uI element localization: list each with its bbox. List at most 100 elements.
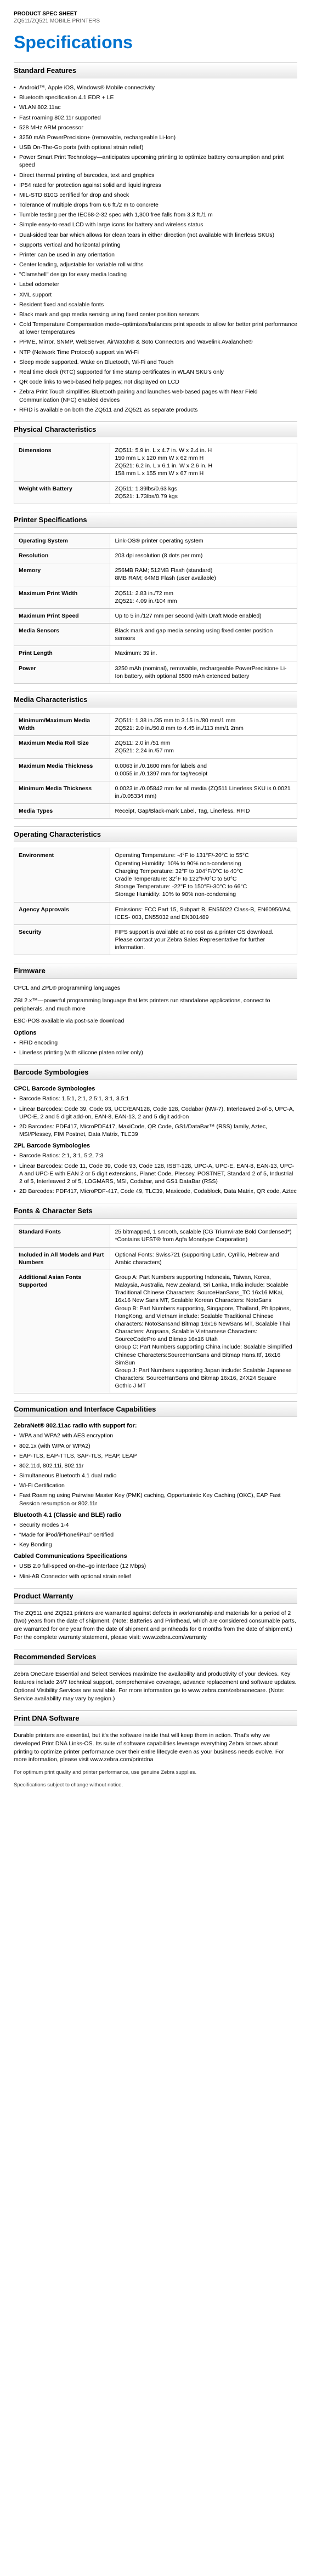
list-item: 528 MHz ARM processor	[14, 124, 297, 132]
zebranet-subtitle: ZebraNet® 802.11ac radio with support fo…	[14, 1423, 297, 1429]
table-cell-value: ZQ511: 5.9 in. L x 4.7 in. W x 2.4 in. H…	[110, 443, 297, 481]
table-cell-value: Up to 5 in./127 mm per second (with Draf…	[110, 608, 297, 623]
list-item: Linear Barcodes: Code 39, Code 93, UCC/E…	[14, 1105, 297, 1121]
list-item: Fast Roaming using Pairwise Master Key (…	[14, 1492, 297, 1507]
section-physical: Physical Characteristics	[14, 421, 297, 437]
section-media: Media Characteristics	[14, 692, 297, 707]
list-item: Android™, Apple iOS, Windows® Mobile con…	[14, 84, 297, 92]
table-row: Minimum/Maximum Media WidthZQ511: 1.38 i…	[14, 713, 297, 735]
list-item: Bluetooth specification 4.1 EDR + LE	[14, 94, 297, 101]
table-cell-label: Maximum Print Width	[14, 586, 110, 608]
table-row: Included in All Models and Part NumbersO…	[14, 1247, 297, 1270]
list-item: Fast roaming 802.11r supported	[14, 114, 297, 122]
table-cell-value: Emissions: FCC Part 15, Subpart B, EN550…	[110, 902, 297, 924]
page-title: Specifications	[14, 32, 297, 53]
table-row: Print LengthMaximum: 39 in.	[14, 646, 297, 661]
table-cell-value: ZQ511: 1.38 in./35 mm to 3.15 in./80 mm/…	[110, 713, 297, 735]
list-item: Resident fixed and scalable fonts	[14, 301, 297, 309]
list-item: Security modes 1-4	[14, 1521, 297, 1529]
table-cell-label: Media Sensors	[14, 624, 110, 646]
table-cell-label: Included in All Models and Part Numbers	[14, 1247, 110, 1270]
list-item: 2D Barcodes: PDF417, MicroPDF417, MaxiCo…	[14, 1123, 297, 1138]
list-item: XML support	[14, 291, 297, 299]
firmware-para3: ESC-POS available via post-sale download	[14, 1017, 297, 1025]
operating-table: EnvironmentOperating Temperature: -4°F t…	[14, 848, 297, 955]
table-cell-value: Optional Fonts: Swiss721 (supporting Lat…	[110, 1247, 297, 1270]
section-firmware: Firmware	[14, 963, 297, 979]
table-cell-value: 25 bitmapped, 1 smooth, scalable (CG Tri…	[110, 1225, 297, 1247]
list-item: Zebra Print Touch simplifies Bluetooth p…	[14, 388, 297, 403]
table-row: Weight with BatteryZQ511: 1.39lbs/0.63 k…	[14, 481, 297, 504]
list-item: Mini-AB Connector with optional strain r…	[14, 1573, 297, 1580]
table-row: Maximum Media Thickness0.0063 in./0.1600…	[14, 758, 297, 781]
zebranet-list: WPA and WPA2 with AES encryption802.1x (…	[14, 1432, 297, 1507]
list-item: Power Smart Print Technology—anticipates…	[14, 153, 297, 169]
cpcl-subtitle: CPCL Barcode Symbologies	[14, 1086, 297, 1092]
table-row: Maximum Print WidthZQ511: 2.83 in./72 mm…	[14, 586, 297, 608]
table-cell-value: ZQ511: 1.39lbs/0.63 kgs ZQ521: 1.73lbs/0…	[110, 481, 297, 504]
bt-subtitle: Bluetooth 4.1 (Classic and BLE) radio	[14, 1512, 297, 1518]
table-row: SecurityFIPS support is available at no …	[14, 924, 297, 955]
list-item: IP54 rated for protection against solid …	[14, 181, 297, 189]
table-row: Media SensorsBlack mark and gap media se…	[14, 624, 297, 646]
list-item: WPA and WPA2 with AES encryption	[14, 1432, 297, 1440]
firmware-para2: ZBI 2.x™—powerful programming language t…	[14, 997, 297, 1013]
list-item: Key Bonding	[14, 1541, 297, 1549]
product-line: ZQ511/ZQ521 MOBILE PRINTERS	[14, 18, 297, 24]
media-table: Minimum/Maximum Media WidthZQ511: 1.38 i…	[14, 713, 297, 819]
cabled-subtitle: Cabled Communications Specifications	[14, 1553, 297, 1560]
cpcl-list: Barcode Ratios: 1.5:1, 2:1, 2.5:1, 3:1, …	[14, 1095, 297, 1138]
list-item: USB 2.0 full-speed on-the–go interface (…	[14, 1562, 297, 1570]
table-cell-value: ZQ511: 2.83 in./72 mm ZQ521: 4.09 in./10…	[110, 586, 297, 608]
table-cell-value: 3250 mAh (nominal), removable, rechargea…	[110, 661, 297, 683]
table-row: EnvironmentOperating Temperature: -4°F t…	[14, 848, 297, 902]
table-row: Operating SystemLink-OS® printer operati…	[14, 533, 297, 548]
list-item: "Made for iPod/iPhone/iPad" certified	[14, 1531, 297, 1539]
list-item: Simultaneous Bluetooth 4.1 dual radio	[14, 1472, 297, 1480]
options-list: RFID encodingLinerless printing (with si…	[14, 1039, 297, 1056]
table-cell-label: Memory	[14, 563, 110, 586]
fonts-table: Standard Fonts25 bitmapped, 1 smooth, sc…	[14, 1224, 297, 1393]
section-printer-specs: Printer Specifications	[14, 512, 297, 528]
list-item: Barcode Ratios: 1.5:1, 2:1, 2.5:1, 3:1, …	[14, 1095, 297, 1103]
footnote-2: Specifications subject to change without…	[14, 1782, 297, 1789]
table-cell-label: Minimum Media Thickness	[14, 781, 110, 803]
zpl-subtitle: ZPL Barcode Symbologies	[14, 1143, 297, 1149]
table-row: Power3250 mAh (nominal), removable, rech…	[14, 661, 297, 683]
list-item: Tumble testing per the IEC68-2-32 spec w…	[14, 211, 297, 219]
table-row: Maximum Media Roll SizeZQ511: 2.0 in./51…	[14, 736, 297, 758]
cabled-list: USB 2.0 full-speed on-the–go interface (…	[14, 1562, 297, 1580]
list-item: Center loading, adjustable for variable …	[14, 261, 297, 269]
table-cell-value: Maximum: 39 in.	[110, 646, 297, 661]
list-item: EAP-TLS, EAP-TTLS, SAP-TLS, PEAP, LEAP	[14, 1452, 297, 1460]
list-item: Real time clock (RTC) supported for time…	[14, 368, 297, 376]
table-cell-label: Dimensions	[14, 443, 110, 481]
section-barcode: Barcode Symbologies	[14, 1064, 297, 1080]
list-item: Dual-sided tear bar which allows for cle…	[14, 231, 297, 239]
standard-features-list: Android™, Apple iOS, Windows® Mobile con…	[14, 84, 297, 414]
table-cell-value: Group A: Part Numbers supporting Indones…	[110, 1270, 297, 1393]
list-item: "Clamshell" design for easy media loadin…	[14, 271, 297, 278]
table-row: Media TypesReceipt, Gap/Black-mark Label…	[14, 804, 297, 819]
list-item: 2D Barcodes: PDF417, MicroPDF-417, Code …	[14, 1187, 297, 1195]
printer-specs-table: Operating SystemLink-OS® printer operati…	[14, 533, 297, 684]
list-item: Wi-Fi Certification	[14, 1482, 297, 1489]
list-item: Simple easy-to-read LCD with large icons…	[14, 221, 297, 229]
list-item: Supports vertical and horizontal printin…	[14, 241, 297, 249]
table-cell-value: 256MB RAM; 512MB Flash (standard) 8MB RA…	[110, 563, 297, 586]
section-standard-features: Standard Features	[14, 62, 297, 78]
table-cell-label: Maximum Print Speed	[14, 608, 110, 623]
list-item: Label odometer	[14, 281, 297, 288]
table-cell-value: 203 dpi resolution (8 dots per mm)	[110, 549, 297, 563]
firmware-para1: CPCL and ZPL® programming languages	[14, 984, 297, 992]
zpl-list: Barcode Ratios: 2:1, 3:1, 5:2, 7:3Linear…	[14, 1152, 297, 1195]
list-item: NTP (Network Time Protocol) support via …	[14, 349, 297, 356]
table-row: Resolution203 dpi resolution (8 dots per…	[14, 549, 297, 563]
table-cell-label: Print Length	[14, 646, 110, 661]
list-item: MIL-STD 810G certified for drop and shoc…	[14, 191, 297, 199]
table-cell-value: Operating Temperature: -4°F to 131°F/-20…	[110, 848, 297, 902]
table-cell-value: 0.0023 in./0.05842 mm for all media (ZQ5…	[110, 781, 297, 803]
table-row: DimensionsZQ511: 5.9 in. L x 4.7 in. W x…	[14, 443, 297, 481]
section-comm: Communication and Interface Capabilities	[14, 1401, 297, 1417]
list-item: QR code links to web-based help pages; n…	[14, 378, 297, 386]
